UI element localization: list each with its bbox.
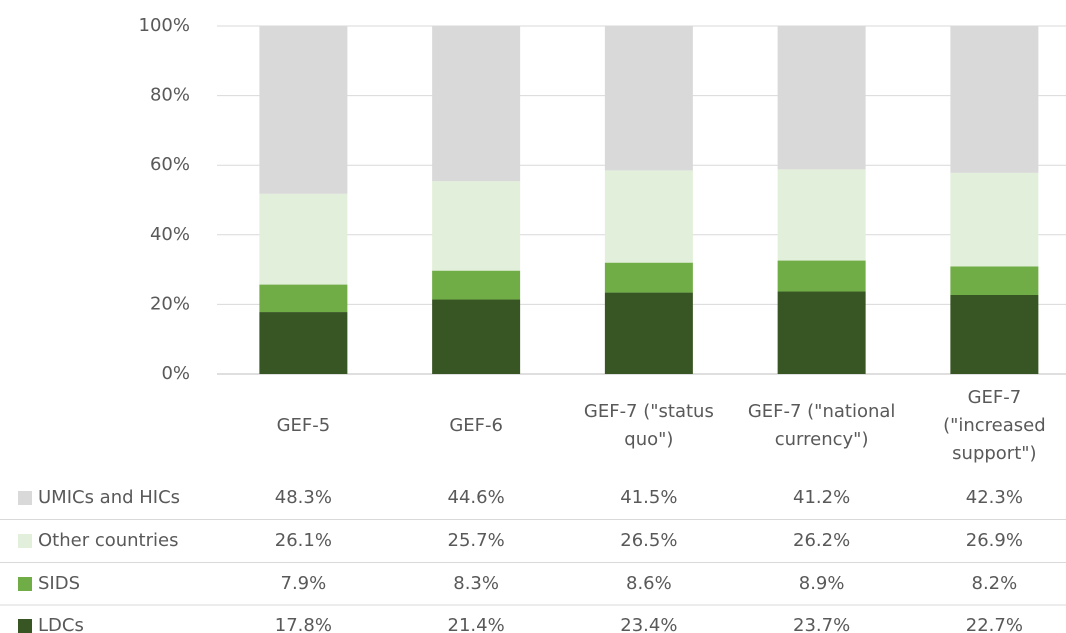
table-value: 41.5%	[620, 487, 677, 508]
table-value: 48.3%	[275, 487, 332, 508]
bar-segment	[604, 170, 693, 263]
y-tick-label: 0%	[161, 363, 190, 384]
bar-segment	[432, 299, 521, 374]
legend-label: SIDS	[38, 573, 80, 594]
table-value: 41.2%	[793, 487, 850, 508]
bar-segment	[950, 295, 1039, 374]
legend-label: LDCs	[38, 615, 84, 633]
bar-segment	[259, 193, 348, 285]
legend-key	[18, 619, 32, 633]
table-value: 25.7%	[448, 530, 505, 551]
table-value: 21.4%	[448, 615, 505, 633]
legend-key	[18, 577, 32, 591]
bar-segment	[259, 284, 348, 313]
bar-segment	[777, 26, 866, 170]
bar-segment	[777, 169, 866, 261]
x-tick-label: GEF-5	[276, 415, 331, 436]
table-value: 26.9%	[966, 530, 1023, 551]
bar-segment	[604, 292, 693, 374]
bar-segment	[777, 260, 866, 292]
x-tick-label: GEF-7 ("increased support")	[943, 387, 1046, 464]
table-value: 22.7%	[966, 615, 1023, 633]
y-tick-label: 60%	[150, 154, 190, 175]
table-value: 7.9%	[281, 573, 327, 594]
legend-key	[18, 534, 32, 548]
table-value: 8.2%	[972, 573, 1018, 594]
x-tick-label: GEF-7 ("status quo")	[583, 401, 714, 450]
table-value: 44.6%	[448, 487, 505, 508]
legend-label: Other countries	[38, 530, 178, 551]
table-value: 26.2%	[793, 530, 850, 551]
bar-segment	[432, 270, 521, 300]
bar-segment	[950, 266, 1039, 296]
bar-segment	[950, 25, 1039, 173]
table-value: 8.6%	[626, 573, 672, 594]
table-value: 26.1%	[275, 530, 332, 551]
table-value: 8.9%	[799, 573, 845, 594]
table-value: 26.5%	[620, 530, 677, 551]
bar-segment	[950, 172, 1039, 267]
y-tick-label: 80%	[150, 85, 190, 106]
x-tick-label: GEF-7 ("national currency")	[747, 401, 896, 450]
bar-segment	[432, 181, 521, 271]
bar-segment	[777, 291, 866, 374]
bar-segment	[604, 26, 693, 171]
table-value: 42.3%	[966, 487, 1023, 508]
y-tick-label: 20%	[150, 293, 190, 314]
table-value: 17.8%	[275, 615, 332, 633]
bar-segment	[259, 312, 348, 374]
table-value: 23.4%	[620, 615, 677, 633]
bar-segment	[259, 25, 348, 194]
y-tick-label: 100%	[139, 15, 190, 36]
bar-segment	[432, 26, 521, 182]
table-value: 8.3%	[453, 573, 499, 594]
legend-key	[18, 491, 32, 505]
legend-label: UMICs and HICs	[38, 487, 180, 508]
bar-segment	[604, 262, 693, 293]
x-tick-label: GEF-6	[449, 415, 503, 436]
y-tick-label: 40%	[150, 224, 190, 245]
table-value: 23.7%	[793, 615, 850, 633]
